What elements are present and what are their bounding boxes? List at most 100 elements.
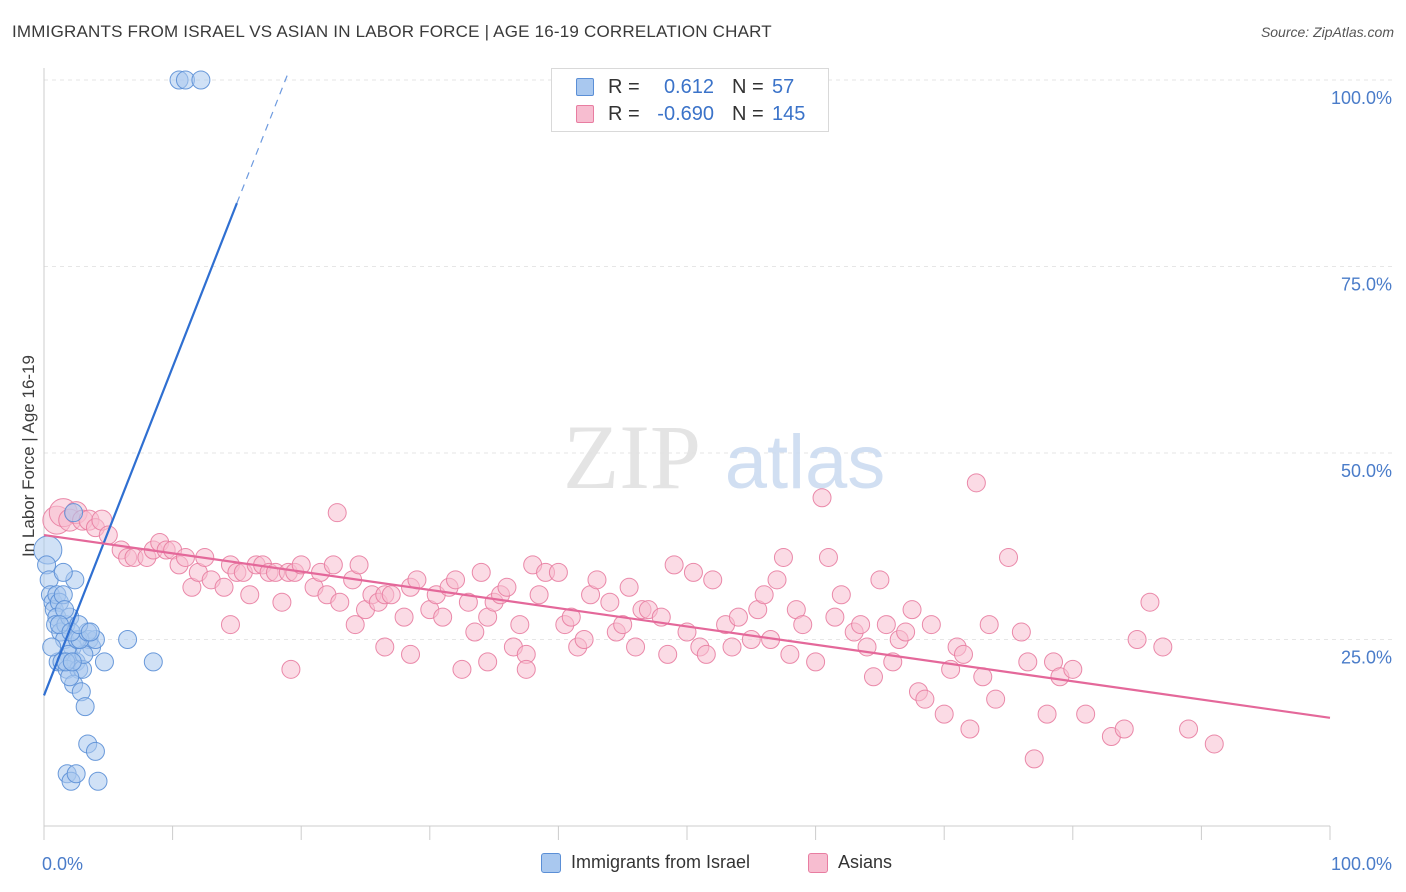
israel-point: [42, 637, 62, 657]
asian-point: [1127, 630, 1147, 649]
israel-point: [53, 562, 73, 582]
israel-point: [191, 70, 211, 90]
asian-point: [175, 547, 195, 567]
asian-point: [516, 659, 536, 679]
asian-point: [973, 667, 993, 687]
asian-point: [831, 585, 851, 605]
asian-point: [1076, 704, 1096, 724]
bottom-legend-asians: Asians: [808, 852, 892, 873]
asian-point: [401, 644, 421, 664]
asian-point: [703, 570, 723, 590]
asian-point: [465, 622, 485, 642]
asian-point: [349, 555, 369, 575]
asian-point: [934, 704, 954, 724]
asian-point: [626, 637, 646, 657]
legend-swatch-asians: [576, 105, 594, 123]
watermark-zip: ZIP: [563, 406, 701, 508]
asian-point: [240, 585, 260, 605]
bottom-legend: Immigrants from Israel Asians: [0, 852, 1406, 876]
legend-row-israel: R = 0.612 N = 57: [576, 75, 794, 99]
asian-point: [1140, 592, 1160, 612]
asian-point: [574, 630, 594, 649]
israel-point: [85, 741, 105, 761]
asian-point: [220, 615, 240, 635]
series-israel: [33, 70, 211, 791]
asian-point: [953, 644, 973, 664]
bottom-swatch-asians: [808, 852, 828, 873]
asian-point: [458, 592, 478, 612]
asian-point: [767, 570, 787, 590]
bottom-legend-israel: Immigrants from Israel: [541, 852, 750, 873]
asian-point: [658, 644, 678, 664]
asian-point: [510, 615, 530, 635]
asian-point: [1114, 719, 1134, 739]
asian-point: [452, 659, 472, 679]
asian-point: [722, 637, 742, 657]
asian-point: [863, 667, 883, 687]
series-asians: [42, 473, 1224, 769]
asian-point: [960, 719, 980, 739]
asian-point: [561, 607, 581, 627]
asian-point: [1063, 659, 1083, 679]
asian-point: [999, 547, 1018, 567]
y-axis-label: In Labor Force | Age 16-19: [19, 355, 38, 557]
y-tick-label: 25.0%: [1341, 648, 1392, 668]
asian-point: [478, 652, 498, 672]
asian-point: [806, 652, 826, 672]
asian-point: [619, 577, 639, 597]
asian-point: [394, 607, 414, 627]
asian-point: [497, 577, 517, 597]
asian-point: [825, 607, 845, 627]
israel-point: [75, 697, 95, 717]
legend-n-label: N =: [732, 75, 764, 98]
asian-point: [754, 585, 774, 605]
asian-point: [600, 592, 620, 612]
asian-point: [330, 592, 350, 612]
asian-point: [851, 615, 871, 635]
watermark-atlas: atlas: [725, 420, 886, 505]
israel-point: [94, 652, 114, 672]
asian-point: [1179, 719, 1199, 739]
asian-point: [1011, 622, 1031, 642]
asian-point: [375, 637, 395, 657]
asian-point: [876, 615, 896, 635]
asian-point: [471, 562, 491, 582]
chart-title: IMMIGRANTS FROM ISRAEL VS ASIAN IN LABOR…: [12, 22, 772, 41]
israel-point: [88, 771, 108, 791]
legend-n-label: N =: [732, 102, 764, 125]
israel-point: [143, 652, 163, 672]
israel-point: [80, 622, 100, 642]
asian-point: [683, 562, 703, 582]
israel-point: [66, 764, 86, 784]
legend-row-asians: R = -0.690 N = 145: [576, 102, 805, 126]
gridlines: [44, 79, 1392, 640]
bottom-legend-israel-label: Immigrants from Israel: [571, 852, 751, 872]
asian-point: [902, 600, 922, 620]
asian-point: [214, 577, 234, 597]
asian-point: [741, 630, 761, 649]
asian-point: [966, 473, 986, 493]
asian-point: [446, 570, 466, 590]
asian-point: [381, 585, 401, 605]
israel-point: [64, 503, 84, 523]
asian-point: [529, 585, 549, 605]
asian-point: [986, 689, 1006, 709]
israel-point: [118, 630, 138, 649]
asian-point: [921, 615, 941, 635]
asian-point: [548, 562, 568, 582]
asian-point: [1037, 704, 1057, 724]
asian-point: [773, 547, 793, 567]
x-tick-label: 0.0%: [42, 854, 83, 874]
legend: R = 0.612 N = 57 R = -0.690 N = 145: [551, 68, 829, 132]
asian-point: [780, 644, 800, 664]
bottom-legend-asians-label: Asians: [838, 852, 893, 872]
y-tick-label: 75.0%: [1341, 275, 1392, 295]
asian-point: [793, 615, 813, 635]
asian-point: [327, 503, 347, 523]
asian-point: [728, 607, 748, 627]
asian-point: [272, 592, 292, 612]
asian-point: [433, 607, 453, 627]
asian-point: [323, 555, 343, 575]
legend-r-label: R =: [608, 102, 640, 125]
israel-trend-extension: [236, 72, 289, 204]
